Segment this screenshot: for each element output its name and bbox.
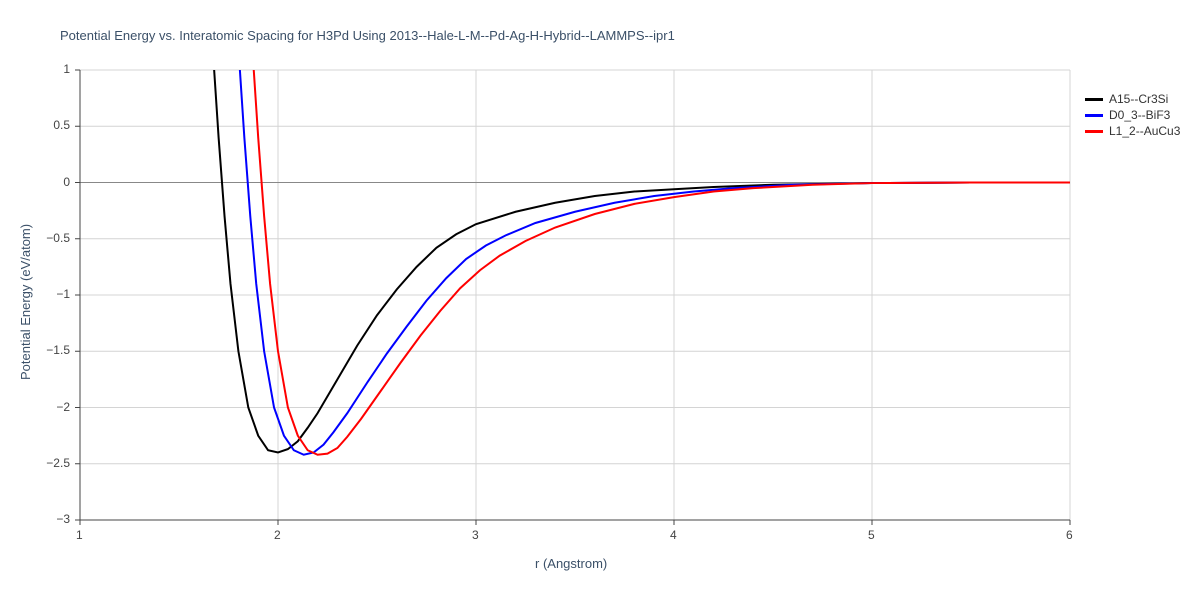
- legend-item[interactable]: D0_3--BiF3: [1085, 108, 1180, 122]
- y-tick-label: −1.5: [46, 343, 70, 357]
- x-tick-label: 5: [868, 528, 875, 542]
- x-tick-label: 2: [274, 528, 281, 542]
- x-tick-label: 1: [76, 528, 83, 542]
- x-tick-label: 6: [1066, 528, 1073, 542]
- y-tick-label: −3: [56, 512, 70, 526]
- legend-label: A15--Cr3Si: [1109, 92, 1168, 106]
- legend-item[interactable]: L1_2--AuCu3: [1085, 124, 1180, 138]
- legend-label: L1_2--AuCu3: [1109, 124, 1180, 138]
- y-tick-label: 0: [63, 175, 70, 189]
- legend-swatch: [1085, 130, 1103, 133]
- chart-legend[interactable]: A15--Cr3Si D0_3--BiF3 L1_2--AuCu3: [1085, 92, 1180, 140]
- x-tick-label: 3: [472, 528, 479, 542]
- y-tick-label: −2: [56, 400, 70, 414]
- x-tick-label: 4: [670, 528, 677, 542]
- legend-swatch: [1085, 98, 1103, 101]
- y-tick-label: −0.5: [46, 231, 70, 245]
- series-line[interactable]: [234, 0, 1070, 455]
- legend-item[interactable]: A15--Cr3Si: [1085, 92, 1180, 106]
- series-line[interactable]: [209, 0, 1070, 453]
- chart-plot: [0, 0, 1200, 600]
- x-axis-label: r (Angstrom): [535, 556, 607, 571]
- y-tick-label: 0.5: [53, 118, 70, 132]
- legend-swatch: [1085, 114, 1103, 117]
- y-axis-label: Potential Energy (eV/atom): [18, 224, 33, 380]
- series-line[interactable]: [248, 0, 1070, 455]
- legend-label: D0_3--BiF3: [1109, 108, 1170, 122]
- y-tick-label: 1: [63, 62, 70, 76]
- y-tick-label: −1: [56, 287, 70, 301]
- y-tick-label: −2.5: [46, 456, 70, 470]
